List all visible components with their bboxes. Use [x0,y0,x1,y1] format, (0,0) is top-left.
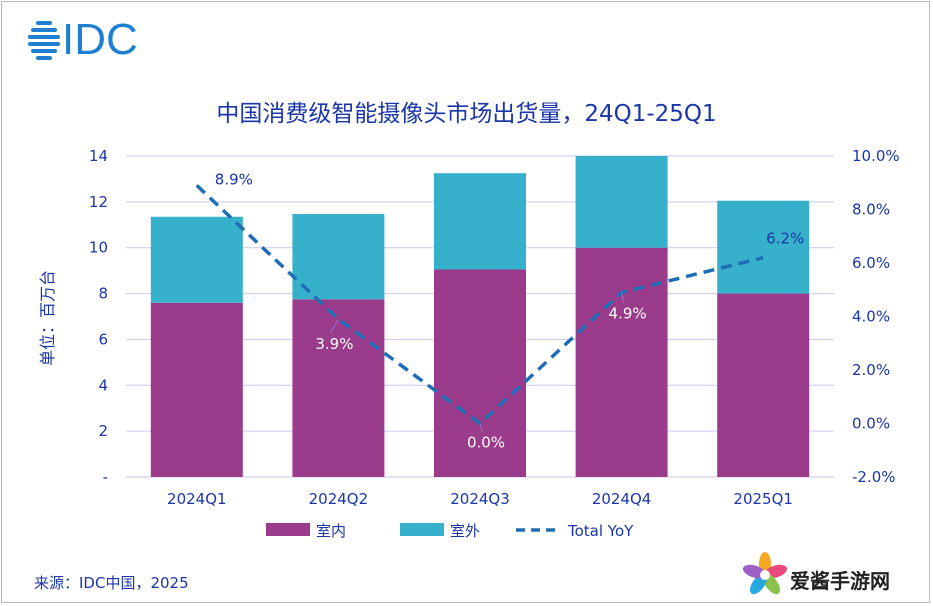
bar-室外 [434,173,526,270]
y-tick-label: 12 [89,193,108,211]
watermark-text: 爱酱手游网 [790,569,890,593]
yoy-data-label: 4.9% [609,304,647,322]
y-tick-label: 2 [98,422,108,440]
bar-室内 [434,269,526,477]
yoy-data-label: 3.9% [315,335,353,353]
bar-室外 [717,200,810,294]
y-tick-label: 8 [98,285,108,303]
yoy-leader [479,423,483,432]
yoy-data-label: 0.0% [467,434,505,452]
bar-室内 [150,302,243,477]
y-tick-label: 4 [98,376,108,394]
y-tick-label: - [103,468,108,486]
legend-swatch [400,523,444,536]
y-tick-label: 6 [98,330,108,348]
yoy-leader [621,292,625,303]
y2-tick-label: 6.0% [852,254,890,272]
x-tick-label: 2024Q1 [167,490,227,508]
y2-tick-label: 10.0% [852,147,900,165]
y2-tick-label: 8.0% [852,201,890,219]
bar-室内 [575,247,668,477]
chart-title: 中国消费级智能摄像头市场出货量，24Q1-25Q1 [216,101,717,127]
source-note: 来源：IDC中国，2025 [34,574,189,592]
yoy-leader [329,318,339,334]
y-tick-label: 14 [89,147,108,165]
x-tick-label: 2024Q3 [450,490,510,508]
x-tick-label: 2024Q2 [309,490,369,508]
legend-label: Total YoY [567,522,634,540]
y2-tick-label: -2.0% [852,468,896,486]
x-tick-label: 2024Q4 [592,490,652,508]
flower-logo-icon [742,552,788,595]
idc-globe-icon [28,21,60,60]
legend-label: 室内 [316,522,346,540]
bar-室外 [292,214,385,300]
y-tick-label: 10 [89,239,108,257]
y2-tick-label: 0.0% [852,415,890,433]
bar-室内 [717,293,810,477]
yoy-data-label: 6.2% [766,230,804,248]
legend-label: 室外 [450,522,480,540]
x-tick-label: 2025Q1 [733,490,793,508]
bar-室内 [292,299,385,477]
y2-tick-label: 2.0% [852,361,890,379]
legend-swatch [266,523,310,536]
yoy-data-label: 8.9% [215,170,253,188]
idc-logo: IDC [62,15,138,64]
bar-室外 [150,216,243,303]
bar-室外 [575,156,668,248]
y2-tick-label: 4.0% [852,308,890,326]
